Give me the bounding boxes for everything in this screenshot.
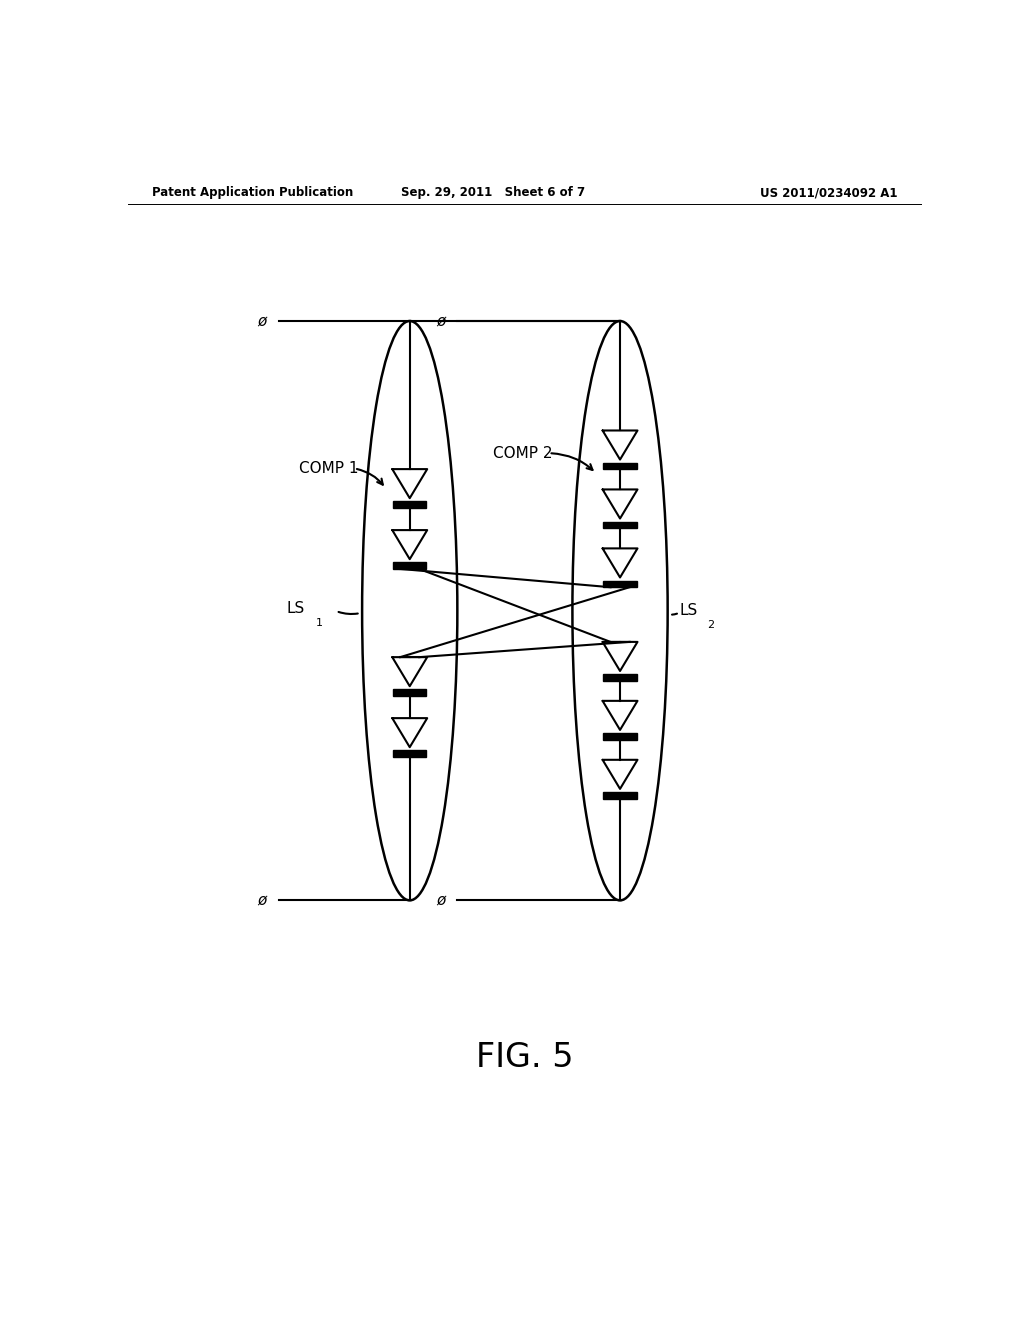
Text: 1: 1 [316, 618, 324, 628]
Bar [393, 689, 426, 696]
Text: Patent Application Publication: Patent Application Publication [152, 186, 353, 199]
Bar [603, 462, 637, 470]
Text: LS: LS [287, 602, 305, 616]
Bar [603, 675, 637, 681]
Text: ø: ø [436, 892, 445, 908]
Text: US 2011/0234092 A1: US 2011/0234092 A1 [760, 186, 898, 199]
Bar [393, 502, 426, 508]
Text: COMP 1: COMP 1 [299, 461, 358, 477]
Text: ø: ø [436, 314, 445, 329]
Bar [603, 733, 637, 739]
Bar [603, 521, 637, 528]
Bar [393, 562, 426, 569]
Bar [393, 750, 426, 756]
Text: COMP 2: COMP 2 [494, 446, 553, 461]
Text: ø: ø [257, 314, 267, 329]
Text: LS: LS [680, 603, 697, 618]
Text: FIG. 5: FIG. 5 [476, 1041, 573, 1074]
Text: Sep. 29, 2011   Sheet 6 of 7: Sep. 29, 2011 Sheet 6 of 7 [401, 186, 585, 199]
Text: ø: ø [257, 892, 267, 908]
Text: 2: 2 [708, 619, 715, 630]
Bar [603, 581, 637, 587]
Bar [603, 792, 637, 799]
